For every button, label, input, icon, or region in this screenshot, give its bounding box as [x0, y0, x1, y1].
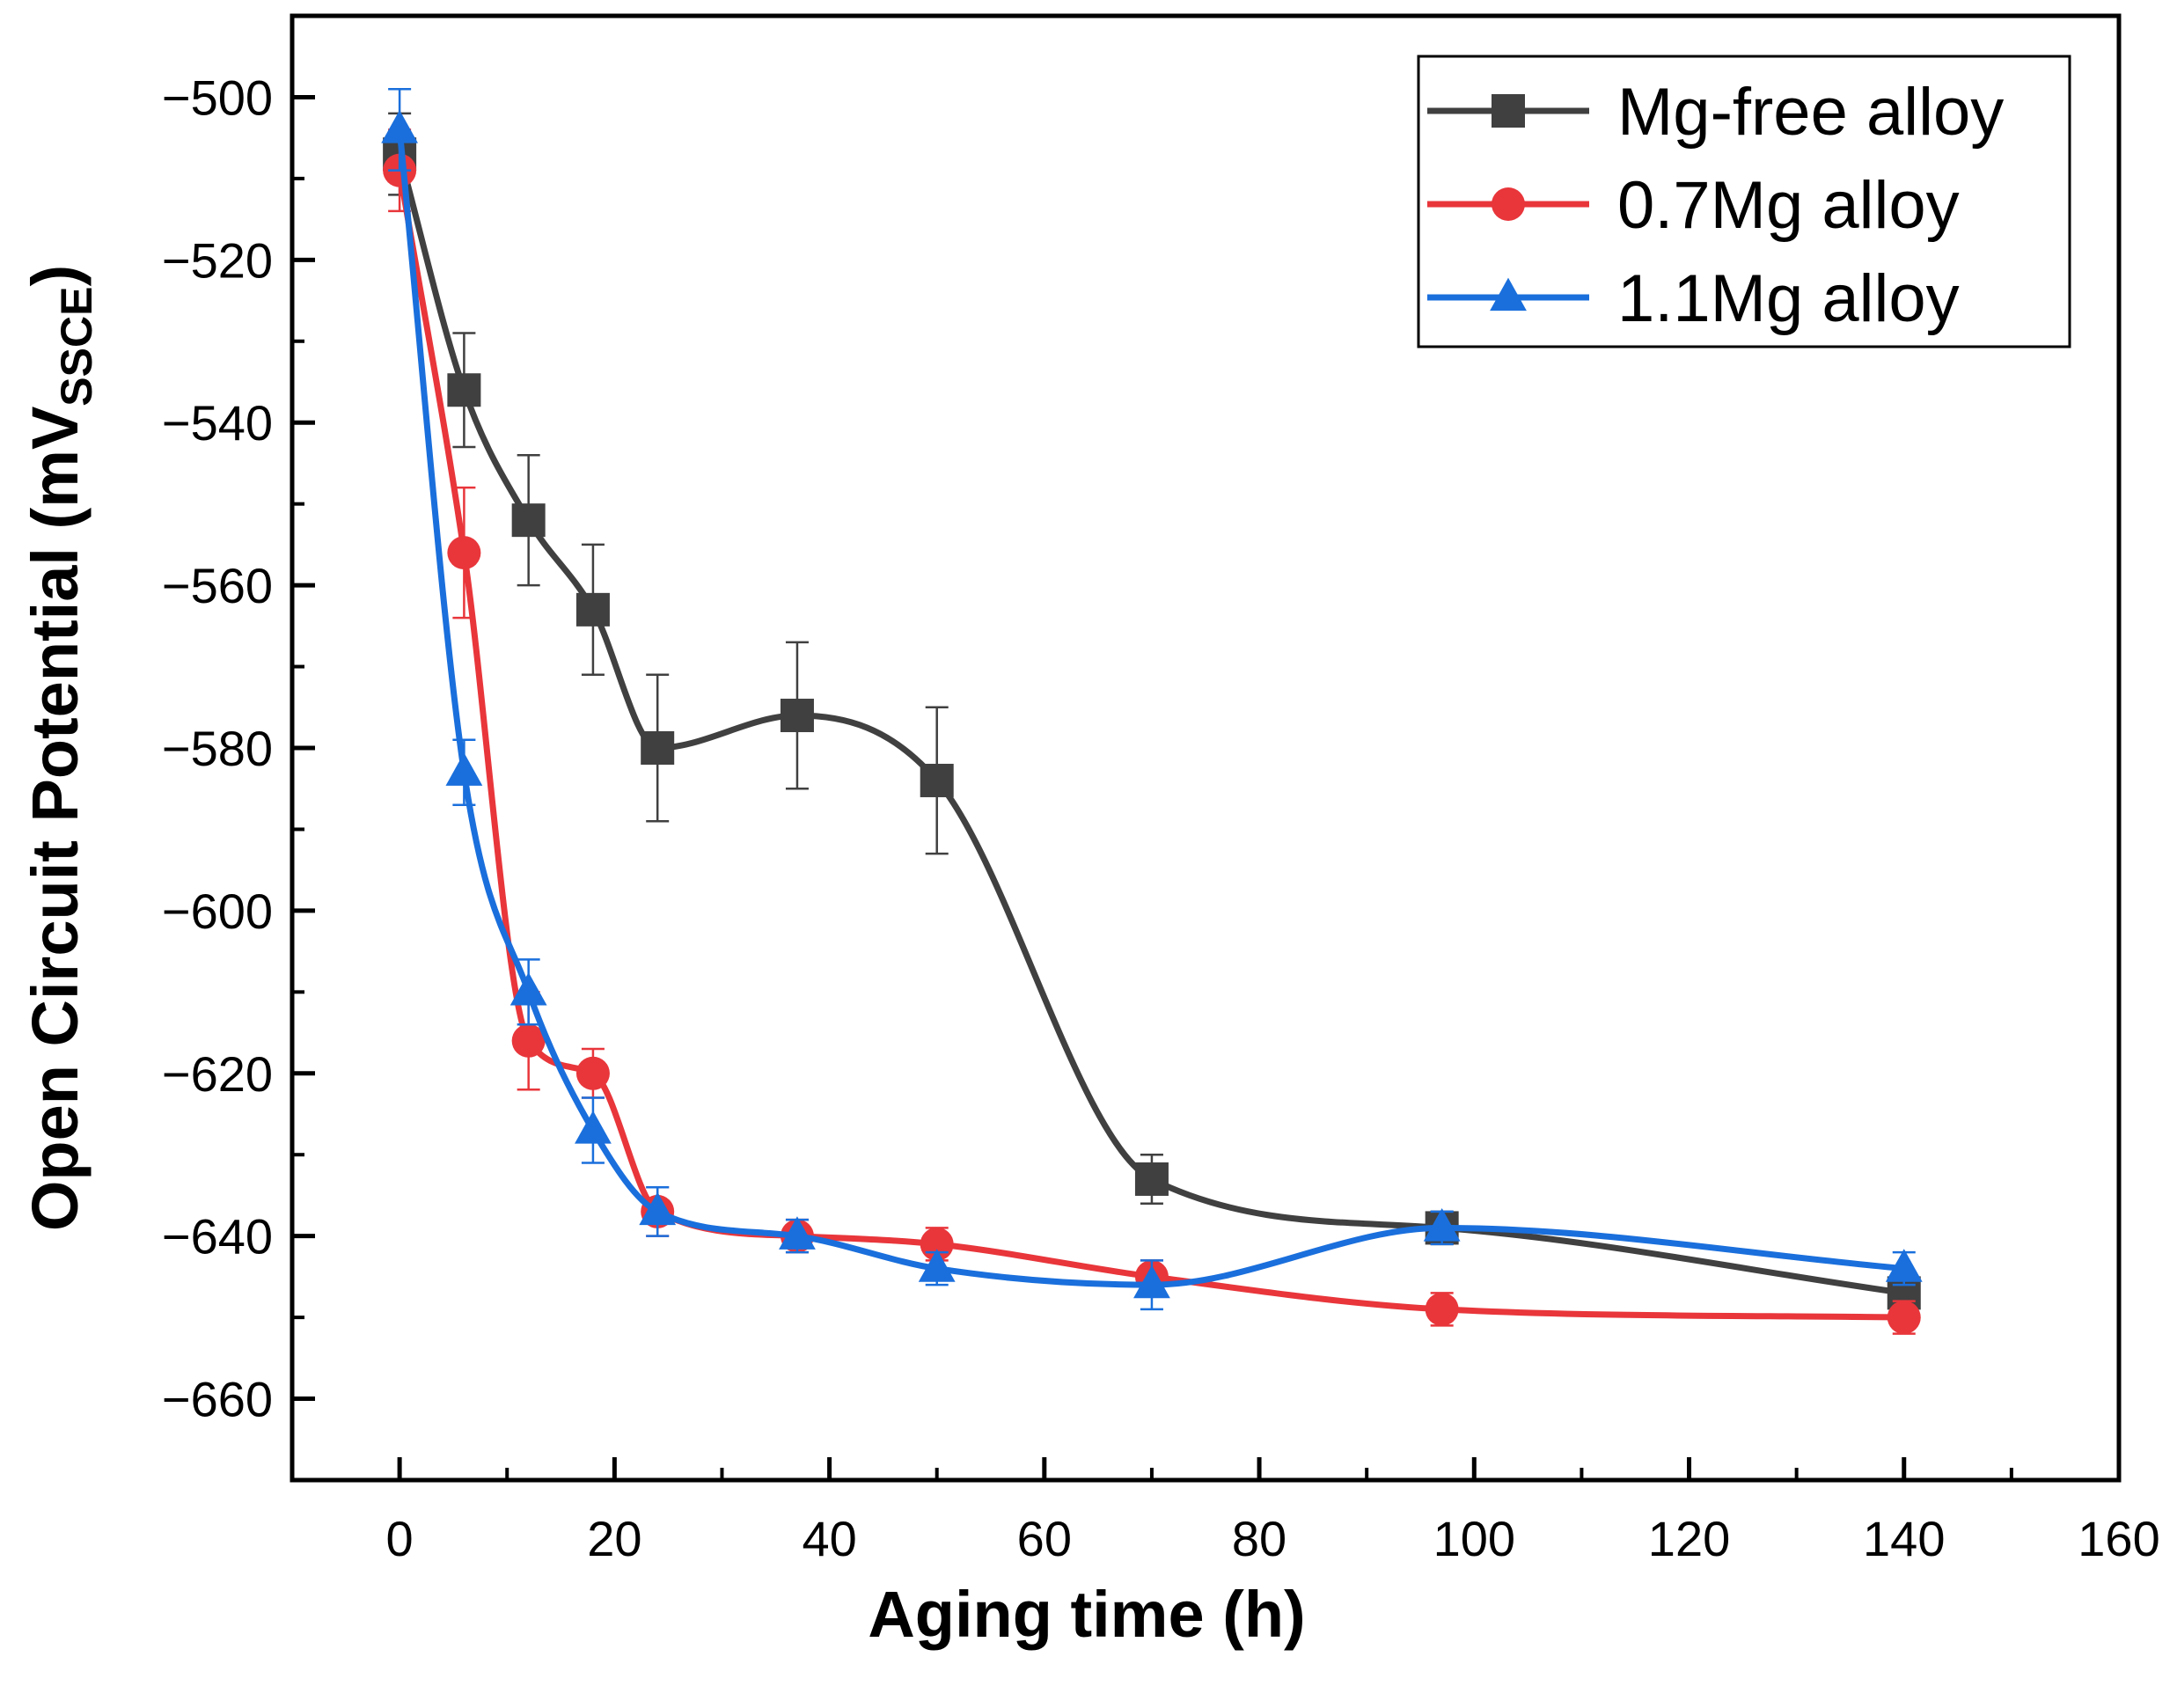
- x-tick-label: 100: [1433, 1511, 1515, 1566]
- legend-marker: [1492, 187, 1525, 221]
- x-tick-label: 140: [1863, 1511, 1945, 1566]
- x-axis-title: Aging time (h): [868, 1578, 1305, 1651]
- x-tick-label: 20: [587, 1511, 641, 1566]
- legend-label: Mg-free alloy: [1617, 75, 2004, 150]
- data-point: [1885, 1249, 1923, 1282]
- data-point: [575, 592, 610, 627]
- legend-marker: [1490, 277, 1527, 312]
- data-point: [1423, 1208, 1461, 1242]
- data-point: [920, 763, 954, 797]
- y-axis-title: Open Circuit Potential (mVSSCE): [18, 265, 101, 1231]
- data-point: [780, 699, 814, 733]
- y-tick-label: −620: [162, 1046, 273, 1102]
- y-axis-title-subscript: SSCE: [52, 287, 101, 407]
- data-point: [447, 373, 481, 407]
- data-point: [1133, 1265, 1170, 1299]
- legend: Mg-free alloy 0.7Mg alloy 1.1Mg alloy: [1417, 55, 2071, 348]
- y-tick-label: −660: [162, 1372, 273, 1427]
- y-tick-label: −540: [162, 395, 273, 451]
- legend-label: 0.7Mg alloy: [1617, 168, 1960, 243]
- x-tick-label: 40: [802, 1511, 856, 1566]
- data-point: [445, 752, 483, 786]
- axis-layer: 0 20 40 60 80 100 120 140 160 −500 −520 −540 −560 −58…: [162, 14, 2160, 1566]
- data-point: [511, 503, 546, 538]
- y-tick-label: −640: [162, 1209, 273, 1265]
- x-tick-label: 120: [1648, 1511, 1730, 1566]
- y-tick-label: −580: [162, 721, 273, 776]
- y-tick-label: −560: [162, 558, 273, 613]
- data-point: [1887, 1301, 1921, 1335]
- data-point: [509, 971, 547, 1006]
- data-point: [575, 1111, 612, 1144]
- series-triangle: [381, 87, 1923, 1311]
- data-point: [447, 536, 481, 570]
- x-tick-label: 60: [1017, 1511, 1072, 1566]
- legend-label: 1.1Mg alloy: [1617, 261, 1960, 336]
- data-point: [639, 1191, 677, 1226]
- x-tick-label: 160: [2078, 1511, 2159, 1566]
- data-point: [918, 1249, 956, 1282]
- y-tick-label: −600: [162, 883, 273, 939]
- y-tick-label: −520: [162, 232, 273, 288]
- legend-marker: [1492, 94, 1525, 128]
- y-tick-label: −500: [162, 70, 273, 125]
- series-layer: [381, 87, 1923, 1335]
- y-axis-title-main: Open Circuit Potential (mV: [18, 407, 92, 1231]
- y-axis-title-end: ): [18, 265, 92, 287]
- data-point: [575, 1056, 610, 1090]
- data-point: [1425, 1292, 1459, 1326]
- x-tick-label: 80: [1232, 1511, 1286, 1566]
- data-point: [1134, 1162, 1169, 1196]
- data-point: [511, 1023, 546, 1058]
- data-point: [641, 731, 675, 765]
- data-point: [381, 110, 419, 143]
- data-point: [779, 1216, 816, 1250]
- x-tick-label: 0: [386, 1511, 414, 1566]
- plot-frame: [290, 13, 2122, 1483]
